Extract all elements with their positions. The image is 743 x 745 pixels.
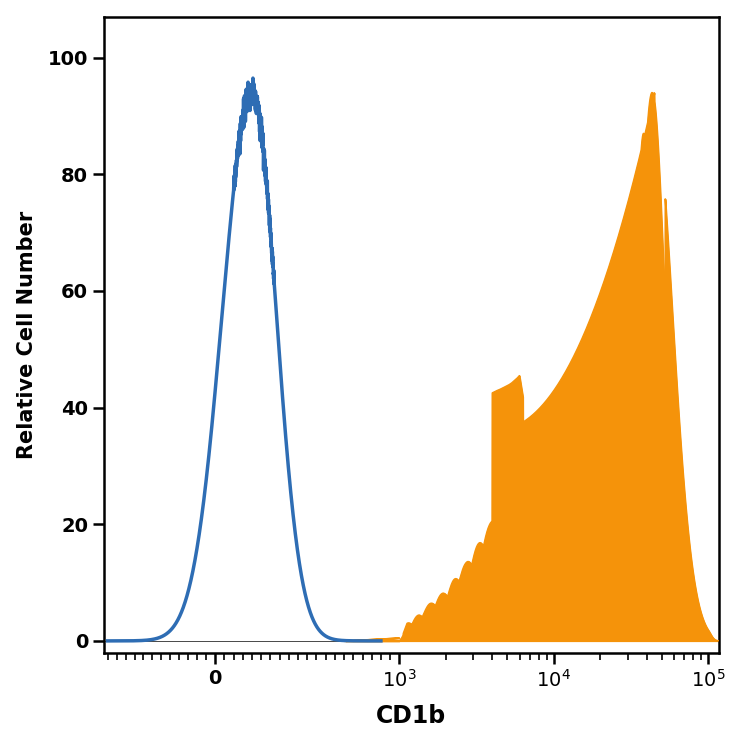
X-axis label: CD1b: CD1b: [377, 704, 447, 729]
Y-axis label: Relative Cell Number: Relative Cell Number: [16, 211, 36, 459]
